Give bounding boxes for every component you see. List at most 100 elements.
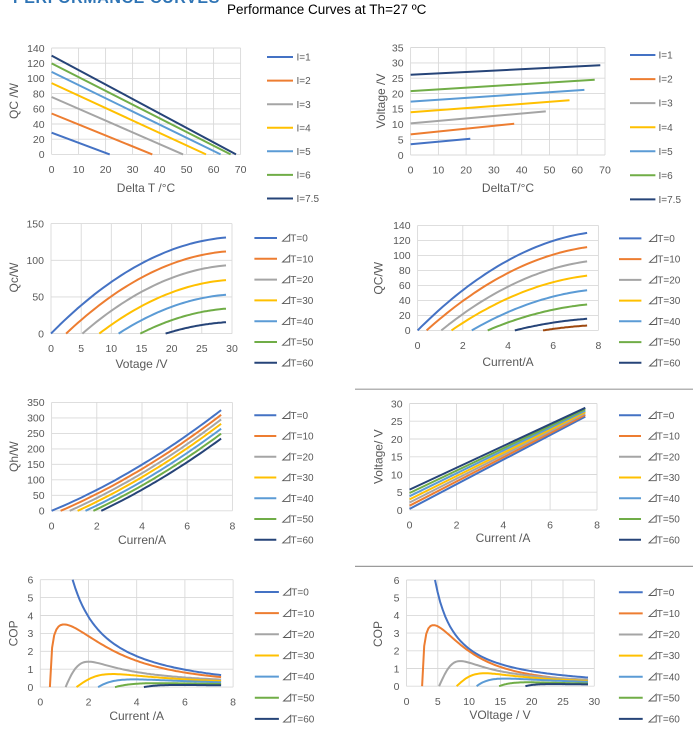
svg-text:I=7.5: I=7.5 <box>659 195 682 206</box>
svg-text:T=20: T=20 <box>291 452 315 463</box>
svg-text:50: 50 <box>32 292 44 304</box>
svg-text:3: 3 <box>27 628 33 640</box>
svg-text:5: 5 <box>398 134 404 146</box>
svg-text:4: 4 <box>139 520 145 532</box>
svg-text:140: 140 <box>393 220 411 232</box>
svg-text:T=60: T=60 <box>657 358 681 369</box>
svg-text:I=1: I=1 <box>297 53 312 64</box>
svg-text:DeltaT/°C: DeltaT/°C <box>482 181 534 195</box>
svg-text:Votage /V: Votage /V <box>115 357 167 371</box>
svg-text:60: 60 <box>571 165 583 177</box>
svg-text:15: 15 <box>136 343 148 355</box>
svg-text:50: 50 <box>544 165 556 177</box>
svg-text:10: 10 <box>433 165 445 177</box>
svg-text:5: 5 <box>397 487 403 499</box>
svg-text:8: 8 <box>595 340 601 352</box>
svg-text:T=50: T=50 <box>291 515 315 526</box>
svg-text:30: 30 <box>488 165 500 177</box>
svg-text:0: 0 <box>49 164 55 176</box>
svg-text:25: 25 <box>557 696 569 708</box>
svg-text:150: 150 <box>27 459 45 471</box>
svg-text:100: 100 <box>27 73 45 85</box>
svg-text:15: 15 <box>391 452 403 464</box>
svg-text:T=30: T=30 <box>291 651 315 662</box>
svg-text:2: 2 <box>454 520 460 532</box>
svg-text:T=30: T=30 <box>657 651 681 662</box>
svg-text:5: 5 <box>27 592 33 604</box>
svg-text:T=60: T=60 <box>290 358 314 369</box>
svg-text:QC /W: QC /W <box>7 82 21 119</box>
svg-text:0: 0 <box>49 520 55 532</box>
svg-text:2: 2 <box>394 646 400 658</box>
svg-text:200: 200 <box>27 444 45 456</box>
svg-text:30: 30 <box>391 398 403 410</box>
svg-text:T=0: T=0 <box>291 411 309 422</box>
svg-text:300: 300 <box>27 413 45 425</box>
svg-text:0: 0 <box>394 681 400 693</box>
svg-text:I=4: I=4 <box>659 123 674 134</box>
svg-text:T=20: T=20 <box>290 275 314 286</box>
svg-text:0: 0 <box>38 328 44 340</box>
svg-text:T=0: T=0 <box>657 588 675 599</box>
svg-text:Current /A: Current /A <box>476 531 531 545</box>
svg-text:4: 4 <box>505 340 511 352</box>
svg-text:0: 0 <box>407 520 413 532</box>
svg-text:T=40: T=40 <box>657 317 681 328</box>
svg-text:40: 40 <box>399 295 411 307</box>
svg-text:70: 70 <box>235 164 247 176</box>
svg-text:I=7.5: I=7.5 <box>297 194 320 205</box>
svg-text:Current/A: Current/A <box>482 355 533 369</box>
svg-text:6: 6 <box>547 520 553 532</box>
svg-text:I=2: I=2 <box>659 75 674 86</box>
svg-text:60: 60 <box>399 280 411 292</box>
svg-text:0: 0 <box>39 506 45 518</box>
svg-text:T=40: T=40 <box>291 494 315 505</box>
svg-text:80: 80 <box>33 88 45 100</box>
svg-text:I=5: I=5 <box>297 147 312 158</box>
svg-text:50: 50 <box>181 164 193 176</box>
svg-text:Qh/W: Qh/W <box>7 441 21 472</box>
svg-text:10: 10 <box>391 469 403 481</box>
svg-text:0: 0 <box>39 149 45 161</box>
svg-text:6: 6 <box>394 575 400 587</box>
svg-text:T=50: T=50 <box>290 338 314 349</box>
svg-text:I=4: I=4 <box>297 123 312 134</box>
svg-text:6: 6 <box>182 697 188 709</box>
svg-text:70: 70 <box>599 165 611 177</box>
svg-text:5: 5 <box>435 696 441 708</box>
svg-text:2: 2 <box>86 697 92 709</box>
svg-text:10: 10 <box>463 696 475 708</box>
svg-text:2: 2 <box>27 646 33 658</box>
svg-text:10: 10 <box>392 119 404 131</box>
svg-text:4: 4 <box>27 610 33 622</box>
svg-text:Qc/W: Qc/W <box>7 262 21 293</box>
svg-text:15: 15 <box>495 696 507 708</box>
svg-text:T=0: T=0 <box>290 234 308 245</box>
svg-text:T=10: T=10 <box>291 609 315 620</box>
svg-text:20: 20 <box>33 134 45 146</box>
svg-text:150: 150 <box>26 218 44 230</box>
svg-text:10: 10 <box>105 343 117 355</box>
svg-text:I=3: I=3 <box>297 100 312 111</box>
svg-text:T=30: T=30 <box>290 296 314 307</box>
svg-text:80: 80 <box>399 265 411 277</box>
svg-text:COP: COP <box>7 620 21 646</box>
svg-text:T=50: T=50 <box>657 515 681 526</box>
svg-text:T=40: T=40 <box>657 672 681 683</box>
svg-text:2: 2 <box>94 520 100 532</box>
svg-text:30: 30 <box>392 58 404 70</box>
svg-text:60: 60 <box>33 104 45 116</box>
svg-text:T=60: T=60 <box>657 535 681 546</box>
svg-text:0: 0 <box>37 697 43 709</box>
svg-text:Voltage /V: Voltage /V <box>374 74 388 129</box>
svg-text:8: 8 <box>229 520 235 532</box>
svg-text:T=30: T=30 <box>657 473 681 484</box>
svg-text:0: 0 <box>408 165 414 177</box>
svg-text:40: 40 <box>33 119 45 131</box>
svg-text:COP: COP <box>371 621 385 647</box>
svg-text:4: 4 <box>500 520 506 532</box>
svg-text:T=20: T=20 <box>657 276 681 287</box>
svg-text:20: 20 <box>392 88 404 100</box>
svg-text:I=6: I=6 <box>297 171 312 182</box>
svg-text:5: 5 <box>78 343 84 355</box>
